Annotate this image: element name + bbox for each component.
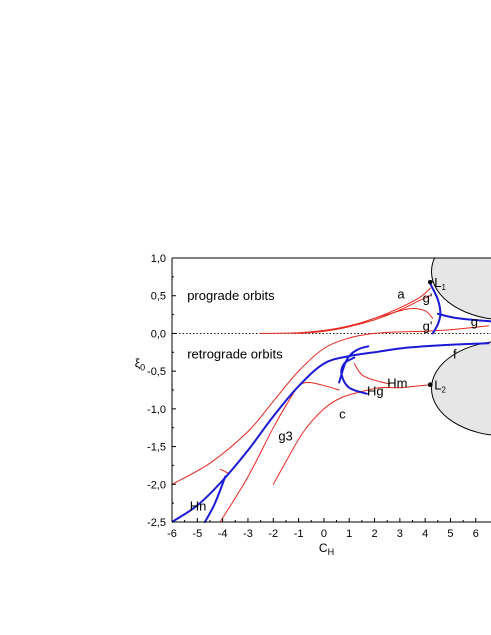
series-red-7 — [353, 363, 391, 385]
x-tick-label-12: 5 — [447, 528, 453, 540]
annotation-10: c — [339, 407, 346, 422]
y-axis-title-sub: 0 — [140, 362, 145, 372]
lagrange-label-sub-1: 1 — [441, 283, 446, 292]
annotation-7: f — [453, 346, 457, 361]
lagrange-label-sub-2: 2 — [441, 386, 446, 395]
annotations: prograde orbits retrograde orbits a g' g' g f H… — [187, 287, 478, 514]
x-tick-label-13: 6 — [473, 528, 479, 540]
annotation-2: retrograde orbits — [187, 346, 283, 361]
x-tick-label-8: 1 — [346, 528, 352, 540]
y-tick-label-6: -1,5 — [147, 442, 166, 454]
y-axis-title: ξ0 — [135, 356, 145, 372]
series-red-5 — [219, 382, 340, 523]
y-tick-label-3: 0,0 — [151, 328, 166, 340]
forbidden-regions — [431, 258, 491, 436]
x-tick-label-4: -3 — [243, 528, 253, 540]
x-tick-label-2: -5 — [192, 528, 202, 540]
x-tick-label-10: 3 — [397, 528, 403, 540]
series-red-2 — [298, 295, 431, 334]
forbidden-region-2 — [431, 341, 491, 436]
x-tick-label-11: 4 — [422, 528, 428, 540]
x-tick-label-7: 0 — [321, 528, 327, 540]
x-tick-label-1: -6 — [167, 528, 177, 540]
series-red-8 — [219, 468, 229, 474]
y-tick-label-5: -1,0 — [147, 404, 166, 416]
series-blue-9 — [172, 342, 490, 523]
x-tick-label-6: -1 — [294, 528, 304, 540]
series-layer — [172, 282, 491, 523]
y-tick-label-1: 1,0 — [151, 253, 166, 265]
y-tick-label-4: -0,5 — [147, 366, 166, 378]
series-red-6 — [272, 384, 431, 485]
annotation-9: Hg — [367, 383, 384, 398]
tick-labels: -6 -5 -4 -3 -2 -1 0 1 2 3 4 5 6 1,0 0,5 0,0 -0,5 -1,0 -1,5… — [147, 253, 479, 540]
x-tick-label-3: -4 — [218, 528, 228, 540]
forbidden-region-1 — [431, 258, 491, 320]
annotation-8: Hm — [387, 376, 407, 391]
annotation-3: a — [397, 287, 405, 302]
series-red-3 — [293, 308, 434, 334]
annotation-5: g' — [423, 318, 433, 333]
annotation-4: g' — [423, 291, 433, 306]
lagrange-point-2 — [427, 382, 433, 388]
y-tick-label-8: -2,5 — [147, 517, 166, 529]
y-tick-label-7: -2,0 — [147, 479, 166, 491]
x-tick-label-5: -2 — [268, 528, 278, 540]
series-blue-11 — [436, 312, 491, 323]
y-tick-label-2: 0,5 — [151, 291, 166, 303]
annotation-1: prograde orbits — [187, 288, 275, 303]
series-blue-13 — [340, 356, 368, 395]
annotation-6: g — [471, 314, 478, 329]
x-tick-label-9: 2 — [371, 528, 377, 540]
annotation-11: g3 — [278, 429, 292, 444]
series-blue-14 — [203, 475, 227, 523]
lagrange-point-1 — [427, 279, 433, 285]
annotation-12: Hn — [190, 499, 207, 514]
x-axis-title-sub: H — [328, 547, 335, 557]
series-red-1 — [260, 287, 431, 334]
series-red-4 — [172, 325, 489, 485]
x-axis-title: CH — [319, 541, 334, 557]
